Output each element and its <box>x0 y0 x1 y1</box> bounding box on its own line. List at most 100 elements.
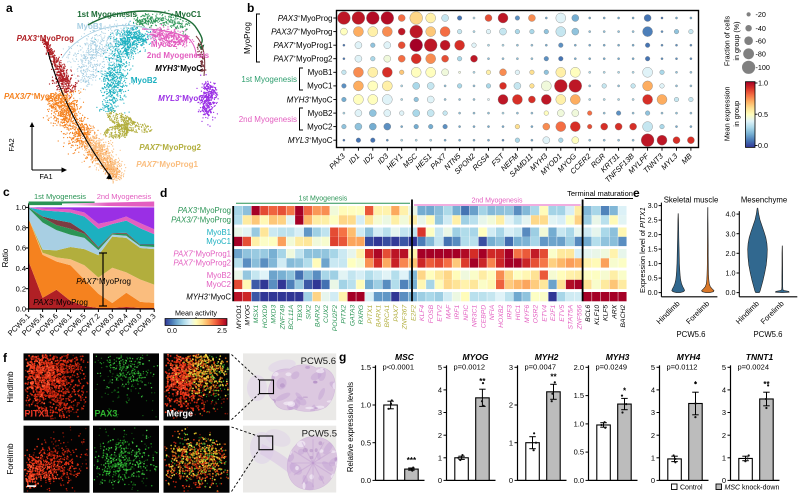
svg-text:Mesenchyme: Mesenchyme <box>741 196 787 205</box>
svg-text:PAX7+MyoProg2: PAX7+MyoProg2 <box>173 259 231 268</box>
svg-text:PCW5.5: PCW5.5 <box>302 429 337 440</box>
svg-text:0.0: 0.0 <box>574 476 584 485</box>
svg-text:RGS4: RGS4 <box>471 152 492 173</box>
svg-text:KLF4: KLF4 <box>419 305 426 321</box>
svg-text:e: e <box>633 186 640 200</box>
svg-text:p=0.0047: p=0.0047 <box>525 363 557 372</box>
svg-text:1.5: 1.5 <box>648 245 658 254</box>
svg-text:1.5: 1.5 <box>574 391 584 400</box>
svg-text:PITX1: PITX1 <box>367 305 374 324</box>
svg-text:ARX: ARX <box>611 304 618 319</box>
svg-text:Hindlimb: Hindlimb <box>734 299 761 326</box>
svg-text:MyoC2: MyoC2 <box>151 40 178 49</box>
svg-text:BARX1: BARX1 <box>376 305 383 328</box>
svg-text:PAX7: PAX7 <box>393 305 400 322</box>
svg-text:0.0: 0.0 <box>648 288 658 297</box>
svg-text:2.0: 2.0 <box>574 363 584 372</box>
svg-text:0: 0 <box>509 476 513 485</box>
svg-text:Mean expression: Mean expression <box>722 86 731 141</box>
svg-text:0.5: 0.5 <box>574 448 584 457</box>
svg-text:MYOD1: MYOD1 <box>236 305 243 329</box>
svg-text:CEBPD: CEBPD <box>480 305 487 329</box>
svg-text:MyoB1: MyoB1 <box>77 22 104 31</box>
svg-text:MSC knock-down: MSC knock-down <box>725 485 780 492</box>
svg-text:ZNF749: ZNF749 <box>279 305 286 331</box>
svg-text:g: g <box>339 350 346 364</box>
svg-text:0.0: 0.0 <box>361 476 371 485</box>
svg-text:HIC1: HIC1 <box>515 305 522 321</box>
svg-text:BARX2: BARX2 <box>314 305 321 328</box>
svg-text:IRF1: IRF1 <box>454 305 461 320</box>
svg-text:MyoC1: MyoC1 <box>206 237 231 246</box>
svg-text:NFIC: NFIC <box>463 305 470 321</box>
svg-text:1.0: 1.0 <box>574 420 584 429</box>
svg-text:ETV2: ETV2 <box>437 305 444 322</box>
svg-text:1.0: 1.0 <box>648 259 658 268</box>
svg-text:1st Myogenesis: 1st Myogenesis <box>299 196 348 203</box>
svg-text:BACH2: BACH2 <box>620 305 627 328</box>
svg-text:PAX3+MyoProg: PAX3+MyoProg <box>278 14 333 23</box>
svg-text:**: ** <box>550 372 557 381</box>
svg-text:ZNF556: ZNF556 <box>576 305 583 331</box>
svg-text:-60: -60 <box>756 36 766 45</box>
svg-text:MYH2: MYH2 <box>535 352 559 362</box>
svg-text:1: 1 <box>509 438 513 447</box>
svg-text:MyoC2: MyoC2 <box>307 122 333 131</box>
svg-text:f: f <box>3 351 8 365</box>
svg-text:OSR2: OSR2 <box>533 305 540 324</box>
svg-text:0.0: 0.0 <box>758 141 768 150</box>
svg-text:3: 3 <box>651 408 655 417</box>
svg-text:Relative expression levels: Relative expression levels <box>346 382 355 472</box>
svg-text:1.0: 1.0 <box>16 203 26 212</box>
svg-text:MyoB2: MyoB2 <box>308 109 333 118</box>
svg-text:0.2: 0.2 <box>16 284 26 293</box>
svg-text:***: *** <box>407 456 417 465</box>
svg-text:Fraction of cells: Fraction of cells <box>722 15 731 66</box>
svg-text:KLF5: KLF5 <box>603 305 610 321</box>
svg-text:ETV5: ETV5 <box>559 305 566 322</box>
svg-text:MyoB2: MyoB2 <box>207 271 231 280</box>
svg-text:2: 2 <box>722 431 726 440</box>
svg-text:MAF: MAF <box>445 304 452 319</box>
svg-text:PITX2: PITX2 <box>341 305 348 324</box>
svg-text:Ratio: Ratio <box>1 248 10 267</box>
svg-text:p<0.0001: p<0.0001 <box>383 363 415 372</box>
svg-text:TNNT1: TNNT1 <box>746 352 774 362</box>
svg-text:MYH4: MYH4 <box>677 352 701 362</box>
svg-text:p=0.0249: p=0.0249 <box>596 363 628 372</box>
svg-text:Control: Control <box>680 485 703 492</box>
svg-text:4: 4 <box>722 386 726 395</box>
svg-text:0.5: 0.5 <box>758 110 768 119</box>
svg-text:Terminal maturation: Terminal maturation <box>567 189 633 198</box>
svg-text:PAX3+MyoProg: PAX3+MyoProg <box>17 34 74 43</box>
svg-text:a: a <box>6 1 13 15</box>
svg-text:PAX7+MyoProg: PAX7+MyoProg <box>76 277 131 286</box>
svg-text:MYH3+MyoC: MYH3+MyoC <box>287 95 333 104</box>
svg-text:4.0: 4.0 <box>726 210 736 219</box>
svg-text:2.0: 2.0 <box>648 230 658 239</box>
svg-text:d: d <box>160 186 167 200</box>
svg-text:PAX3/7+MyoProg: PAX3/7+MyoProg <box>4 92 68 101</box>
svg-text:**: ** <box>763 380 770 389</box>
svg-text:PAX3+MyoProg: PAX3+MyoProg <box>33 298 88 307</box>
svg-text:FOSB: FOSB <box>428 304 435 323</box>
svg-text:CUX2: CUX2 <box>323 305 330 323</box>
svg-text:p=0.0112: p=0.0112 <box>667 363 698 372</box>
svg-text:PAX7+MyoProg2: PAX7+MyoProg2 <box>273 55 333 64</box>
svg-text:3.0: 3.0 <box>648 201 658 210</box>
svg-text:2: 2 <box>509 401 513 410</box>
svg-text:2.0: 2.0 <box>726 249 736 258</box>
svg-text:FA1: FA1 <box>39 172 52 181</box>
svg-text:-40: -40 <box>756 24 766 33</box>
svg-text:ID1: ID1 <box>347 152 362 167</box>
svg-text:1: 1 <box>651 453 655 462</box>
svg-text:Mean activity: Mean activity <box>175 309 217 318</box>
svg-text:NFIA: NFIA <box>489 304 496 320</box>
svg-text:ZNF367: ZNF367 <box>402 305 409 331</box>
svg-text:MyoB1: MyoB1 <box>308 68 333 77</box>
svg-text:STAT5A: STAT5A <box>568 304 575 329</box>
svg-text:1.0: 1.0 <box>726 269 736 278</box>
svg-text:SIX2: SIX2 <box>306 305 313 320</box>
svg-text:-80: -80 <box>756 49 766 58</box>
svg-text:0.5: 0.5 <box>361 438 371 447</box>
